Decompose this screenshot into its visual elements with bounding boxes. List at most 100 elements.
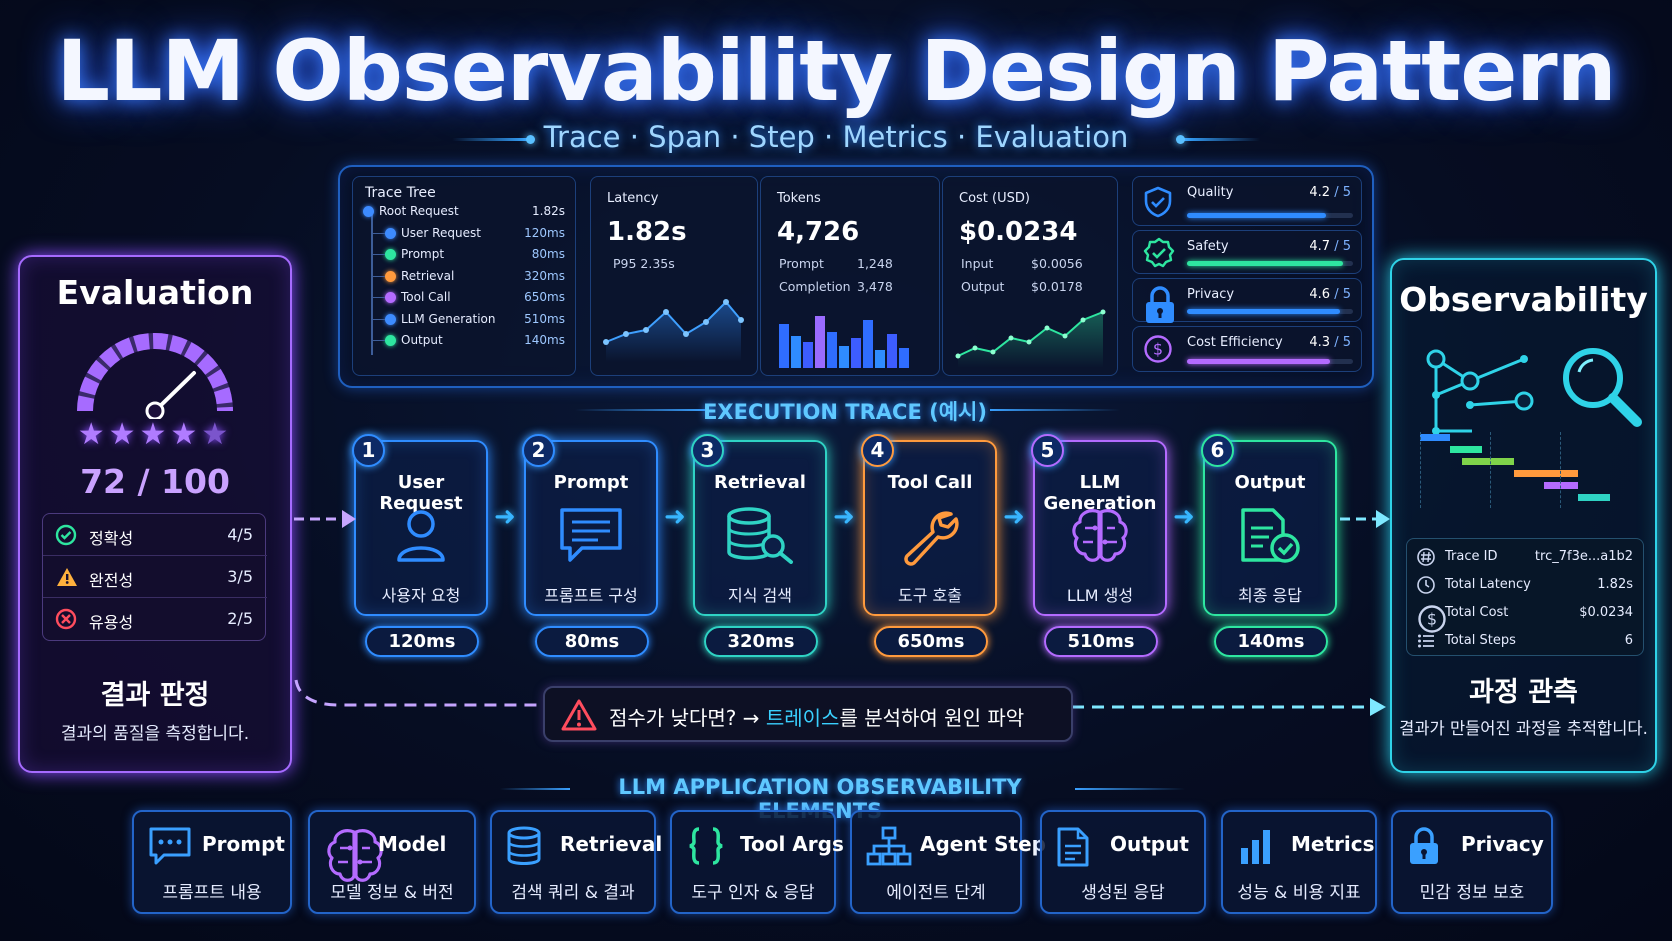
score-card: $ Cost Efficiency 4.3 / 5 [1132, 326, 1362, 372]
execution-step[interactable]: Retrieval 지식 검색 [693, 440, 827, 616]
trace-tree-dot [385, 313, 396, 325]
element-card[interactable]: Prompt 프롬프트 내용 [132, 810, 292, 914]
step-duration: 650ms [874, 626, 988, 657]
observability-result-desc: 결과가 만들어진 과정을 추적합니다. [1399, 719, 1648, 738]
alert-text: 점수가 낮다면? → 트레이스를 분석하여 원인 파악 [609, 702, 1024, 731]
trace-tree-label[interactable]: Prompt [401, 247, 445, 261]
tokens-completion-label: Completion [779, 279, 851, 294]
document-icon [1056, 826, 1090, 872]
chat-icon [526, 506, 656, 568]
page-subtitle: Trace · Span · Step · Metrics · Evaluati… [543, 120, 1129, 154]
criteria-value: 2/5 [227, 609, 253, 628]
execution-step[interactable]: Output 최종 응답 [1203, 440, 1337, 616]
trace-info-label: Total Latency [1445, 577, 1531, 592]
criteria-value: 4/5 [227, 525, 253, 544]
element-card[interactable]: Metrics 성능 & 비용 지표 [1221, 810, 1377, 914]
latency-value: 1.82s [607, 217, 687, 247]
dollar-icon: $ [1143, 334, 1173, 368]
trace-tree-value: 120ms [524, 225, 565, 240]
clock-icon [1417, 576, 1435, 598]
step-subtitle: 프롬프트 구성 [544, 586, 638, 605]
trace-info-label: Trace ID [1445, 549, 1498, 564]
trace-tree-label[interactable]: LLM Generation [401, 311, 496, 326]
trace-info-label: Total Cost [1445, 605, 1509, 620]
x-circle-icon [55, 608, 77, 634]
score-label: Cost Efficiency [1187, 335, 1283, 350]
trace-info-row: $ Total Cost $0.0234 [1407, 599, 1645, 633]
cost-sparkline [955, 309, 1106, 368]
trace-tree-dot [385, 292, 396, 303]
tree-line [371, 215, 373, 355]
element-card[interactable]: Output 생성된 응답 [1040, 810, 1206, 914]
trace-tree-label[interactable]: User Request [401, 225, 481, 240]
execution-step[interactable]: User Request 사용자 요청 [354, 440, 488, 616]
step-number: 5 [1031, 434, 1064, 467]
badge-check-icon [1143, 237, 1175, 273]
trace-tree-label[interactable]: Output [401, 333, 443, 347]
step-number: 1 [352, 434, 385, 467]
magnifier-icon [1563, 348, 1642, 427]
svg-text:$: $ [1427, 610, 1437, 629]
element-card[interactable]: Privacy 민감 정보 보호 [1391, 810, 1553, 914]
document-check-icon [1205, 506, 1335, 570]
element-title: Agent Step [920, 832, 1046, 856]
element-card[interactable]: Model 모델 정보 & 버전 [308, 810, 476, 914]
cost-label: Cost (USD) [959, 191, 1030, 206]
step-subtitle: 최종 응답 [1238, 586, 1302, 605]
tokens-bar-chart [779, 316, 909, 368]
element-card[interactable]: Agent Step 에이전트 단계 [850, 810, 1046, 914]
latency-sparkline [603, 299, 744, 362]
criteria-label: 정확성 [89, 529, 134, 548]
score-card: Quality 4.2 / 5 [1132, 176, 1362, 226]
svg-text:$: $ [1153, 340, 1163, 359]
trace-tree-title: Trace Tree [365, 185, 436, 201]
tree-branch [372, 318, 385, 320]
element-title: Privacy [1461, 832, 1544, 856]
tree-branch [372, 254, 385, 255]
step-title: User Request [379, 472, 463, 514]
gauge-icon [77, 333, 233, 419]
execution-step[interactable]: Tool Call 도구 호출 [863, 440, 997, 616]
trace-tree-value: 650ms [524, 290, 565, 304]
cost-input-label: Input [961, 256, 994, 271]
tree-branch [372, 275, 385, 277]
element-subtitle: 생성된 응답 [1081, 883, 1165, 903]
bar-chart-icon [1237, 826, 1277, 870]
element-title: Metrics [1291, 832, 1375, 856]
tokens-prompt-value: 1,248 [857, 256, 893, 271]
step-number: 4 [861, 434, 894, 467]
trace-tree-label[interactable]: Tool Call [401, 290, 451, 304]
trace-info-row: Total Latency 1.82s [1407, 571, 1645, 599]
step-subtitle: 도구 호출 [898, 586, 962, 605]
trace-info-box: Trace ID trc_7f3e...a1b2 Total Latency 1… [1406, 538, 1644, 656]
trace-tree-label[interactable]: Retrieval [401, 268, 455, 283]
criteria-label: 유용성 [89, 613, 134, 632]
latency-p95: P95 2.35s [613, 256, 675, 271]
element-card[interactable]: Retrieval 검색 쿼리 & 결과 [490, 810, 662, 914]
element-card[interactable]: Tool Args 도구 인자 & 응답 [670, 810, 844, 914]
score-max: / 100 [137, 462, 230, 501]
trace-info-value: 1.82s [1597, 577, 1633, 592]
element-title: Retrieval [560, 832, 663, 856]
step-duration: 320ms [704, 626, 818, 657]
rating-stars: ★★★★★ [77, 417, 233, 452]
execution-trace-title: EXECUTION TRACE (예시) [703, 400, 987, 424]
warning-icon [55, 566, 79, 592]
evaluation-result-desc: 결과의 품질을 측정합니다. [60, 724, 250, 744]
hierarchy-icon [866, 826, 912, 870]
element-subtitle: 성능 & 비용 지표 [1237, 883, 1361, 903]
trace-info-label: Total Steps [1445, 633, 1516, 648]
trace-tree-dot [385, 227, 396, 239]
tokens-value: 4,726 [777, 217, 860, 247]
braces-icon [686, 826, 726, 870]
trace-tree-label[interactable]: Root Request [379, 204, 459, 218]
element-subtitle: 에이전트 단계 [886, 883, 986, 903]
execution-step[interactable]: Prompt 프롬프트 구성 [524, 440, 658, 616]
tokens-label: Tokens [777, 191, 821, 206]
hash-icon [1417, 548, 1435, 570]
database-icon [506, 826, 542, 870]
list-icon [1417, 632, 1435, 654]
score-value: 72 [80, 462, 126, 501]
execution-step[interactable]: LLM Generation LLM 생성 [1033, 440, 1167, 616]
exec-line-right [990, 409, 1120, 411]
